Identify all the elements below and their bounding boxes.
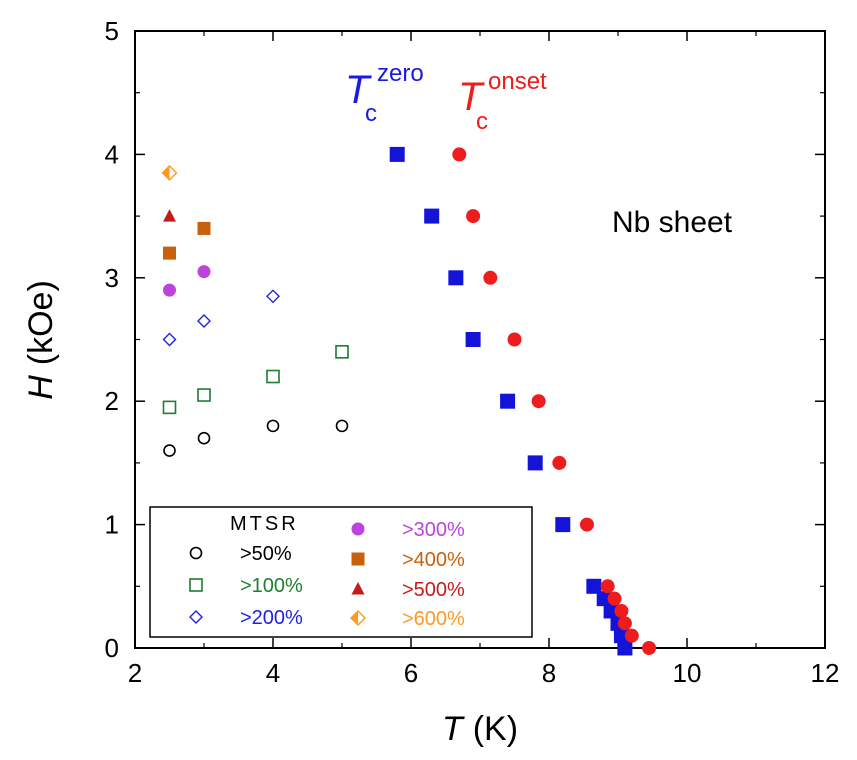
x-tick-label: 2 [128,658,142,688]
legend-marker [351,582,365,595]
data-point [197,221,211,235]
data-point [163,209,176,222]
data-point [163,283,176,297]
legend-box [149,506,533,638]
y-tick-label: 4 [105,139,119,169]
x-tick-label: 4 [266,658,280,688]
series-8 [452,147,657,655]
data-point [483,270,498,285]
data-point [465,332,481,347]
data-point [624,628,639,643]
data-point [424,208,440,224]
legend-title: MTSR [230,513,299,535]
tc-zero-base: T [345,68,372,112]
data-point [600,579,615,594]
series-3 [163,265,211,297]
legend-marker [351,522,365,536]
data-point [197,431,211,445]
data-point [197,388,211,402]
data-point [531,394,546,409]
y-tick-label: 3 [105,263,119,293]
y-tick-label: 5 [105,16,119,46]
series-0 [163,419,349,457]
series-5 [163,209,176,222]
tc-zero-label: T c zero [345,60,424,127]
data-point [452,147,467,162]
data-point [163,246,176,260]
data-point [617,616,632,631]
data-point [266,289,280,304]
data-point [448,270,464,286]
legend-marker [189,578,203,592]
tc-zero-sup: zero [377,60,424,87]
data-point [197,265,211,279]
tc-onset-base: T [458,75,485,119]
tc-onset-sup: onset [488,68,547,95]
data-point [613,628,629,644]
data-point [642,641,657,655]
data-point [603,603,619,619]
x-tick-label: 6 [404,658,418,688]
data-point [163,444,176,457]
tc-onset-label: T c onset [458,68,547,135]
data-point [197,314,211,328]
y-tick-label: 1 [105,510,119,540]
data-point [266,369,280,384]
tc-zero-sub: c [365,100,377,127]
data-point [527,455,543,471]
data-point [162,400,177,415]
data-point [555,517,571,533]
legend: MTSR >50% >100% >200% >300% >400% >500% >600% [149,506,533,638]
data-point [507,332,522,347]
data-point [161,164,178,181]
x-tick-label: 8 [542,658,556,688]
data-point [617,640,633,656]
series-4 [163,221,211,260]
series-6 [161,164,178,181]
series-1 [162,345,349,415]
x-tick-label: 12 [811,658,840,688]
data-point [552,455,567,470]
data-point [500,393,516,409]
y-tick-label: 0 [105,633,119,663]
y-tick-label: 2 [105,386,119,416]
series-7 [389,146,633,656]
data-point [596,591,612,607]
x-axis-label: T (K) [442,710,518,748]
legend-marker [350,610,366,626]
legend-marker [351,552,365,566]
tc-onset-sub: c [476,108,488,135]
legend-label: >600% [402,608,465,630]
data-point [466,209,481,224]
data-point [335,345,349,359]
data-point [607,591,622,606]
data-point [335,419,349,433]
legend-label: >50% [240,543,292,565]
data-point [586,578,602,594]
legend-label: >200% [240,607,303,629]
legend-marker [189,546,203,560]
data-point [389,146,405,162]
legend-marker [189,610,203,624]
legend-label: >300% [402,519,465,541]
sample-label: Nb sheet [612,206,733,239]
legend-label: >400% [402,549,465,571]
series-2 [162,289,280,347]
legend-label: >500% [402,579,465,601]
x-tick-label: 10 [673,658,702,688]
y-axis-label: H(kOe) [22,280,60,400]
data-point [579,517,594,532]
data-points [161,146,657,656]
data-point [614,603,629,618]
data-point [162,332,177,347]
legend-label: >100% [240,575,303,597]
data-point [266,419,280,433]
